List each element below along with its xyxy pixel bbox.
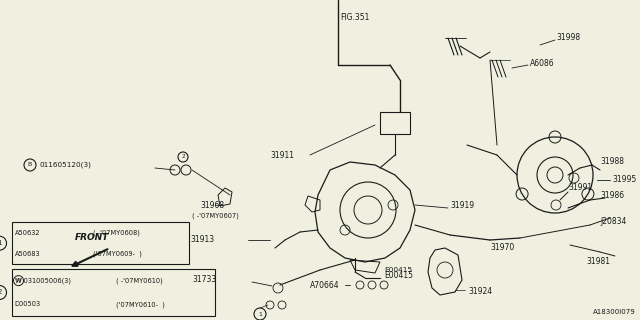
Text: 31986: 31986 [600,190,624,199]
Text: 31991: 31991 [568,183,592,193]
Text: 31913: 31913 [190,236,214,244]
Bar [12,269,215,316]
Text: E00415: E00415 [384,267,412,273]
Text: 31998: 31998 [556,34,580,43]
Text: D00503: D00503 [15,301,41,307]
Text: ( -'07MY0608): ( -'07MY0608) [93,229,140,236]
Text: FIG.351: FIG.351 [340,13,369,22]
Text: A70664: A70664 [310,281,340,290]
Text: ('07MY0609-  ): ('07MY0609- ) [93,250,141,257]
Text: 31968: 31968 [200,201,224,210]
Text: A6086: A6086 [530,59,555,68]
Text: FRONT: FRONT [75,234,109,243]
Text: J20834: J20834 [600,218,627,227]
Text: ('07MY0610-  ): ('07MY0610- ) [116,301,165,308]
Text: 31988: 31988 [600,157,624,166]
Text: 31981: 31981 [586,258,610,267]
Text: 31911: 31911 [270,150,294,159]
Text: ( -'07MY0607): ( -'07MY0607) [192,213,239,219]
Text: W 031005006(3): W 031005006(3) [15,277,70,284]
Text: 1: 1 [0,240,2,246]
Text: 1: 1 [258,311,262,316]
Text: 31919: 31919 [450,202,474,211]
Text: 31995: 31995 [612,175,636,185]
Text: 31924: 31924 [468,287,492,297]
Text: 011605120(3): 011605120(3) [40,162,92,168]
Text: 31970: 31970 [490,244,515,252]
Text: B: B [28,163,32,167]
Text: 2: 2 [181,155,185,159]
Text: 31733: 31733 [192,276,216,284]
Text: A18300I079: A18300I079 [593,309,636,315]
Bar [380,112,410,134]
Text: W: W [15,278,21,283]
Text: A50683: A50683 [15,251,40,257]
Text: E00415: E00415 [384,270,413,279]
Bar [12,222,189,264]
Text: ( -'07MY0610): ( -'07MY0610) [116,277,163,284]
Text: 2: 2 [0,290,2,295]
Text: A50632: A50632 [15,230,40,236]
